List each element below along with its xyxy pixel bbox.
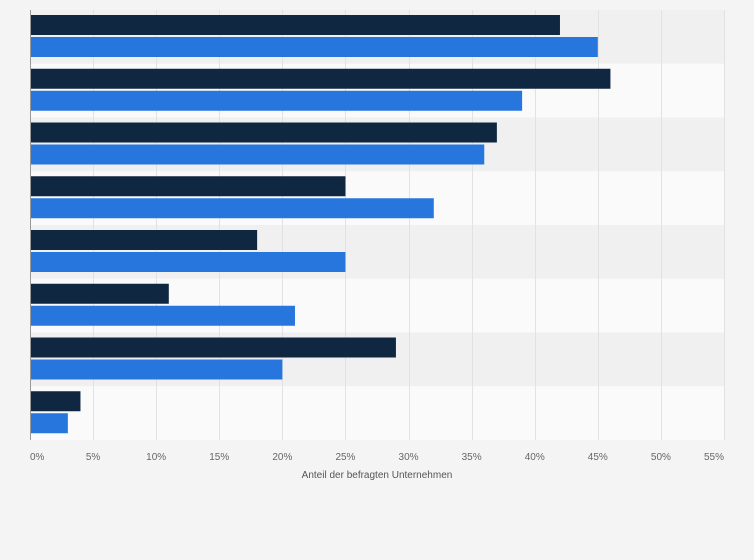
bar-series-1 [30,176,346,197]
bar-series-2 [30,198,434,219]
bar-series-2 [30,413,68,434]
x-tick-label: 5% [86,452,101,463]
x-tick-label: 25% [335,452,355,463]
x-tick-label: 10% [146,452,166,463]
bar-series-1 [30,122,497,143]
bar-series-1 [30,15,560,35]
bar-series-2 [30,252,346,272]
bar-series-2 [30,90,523,111]
x-tick-labels: 0% 5% 10% 15% 20% 25% 30% 35% 40% 45% 50% 55% [30,452,724,463]
x-tick-label: 30% [399,452,419,463]
bar-series-1 [30,283,169,304]
x-tick-label: 20% [272,452,292,463]
bar-series-2 [30,144,485,165]
bar-series-1 [30,230,258,250]
x-tick-label: 40% [525,452,545,463]
x-axis-title: Anteil der befragten Unternehmen [302,470,453,481]
bar-series-2 [30,305,295,326]
x-tick-label: 0% [30,452,45,463]
x-tick-label: 35% [462,452,482,463]
x-tick-label: 50% [651,452,671,463]
row-band [30,386,724,440]
bar-series-2 [30,37,598,57]
x-tick-label: 15% [209,452,229,463]
bar-series-1 [30,391,81,412]
bars [30,15,611,434]
bar-series-2 [30,359,283,380]
bar-series-1 [30,68,611,89]
x-tick-label: 45% [588,452,608,463]
bar-series-1 [30,337,396,358]
x-tick-label: 55% [704,452,724,463]
